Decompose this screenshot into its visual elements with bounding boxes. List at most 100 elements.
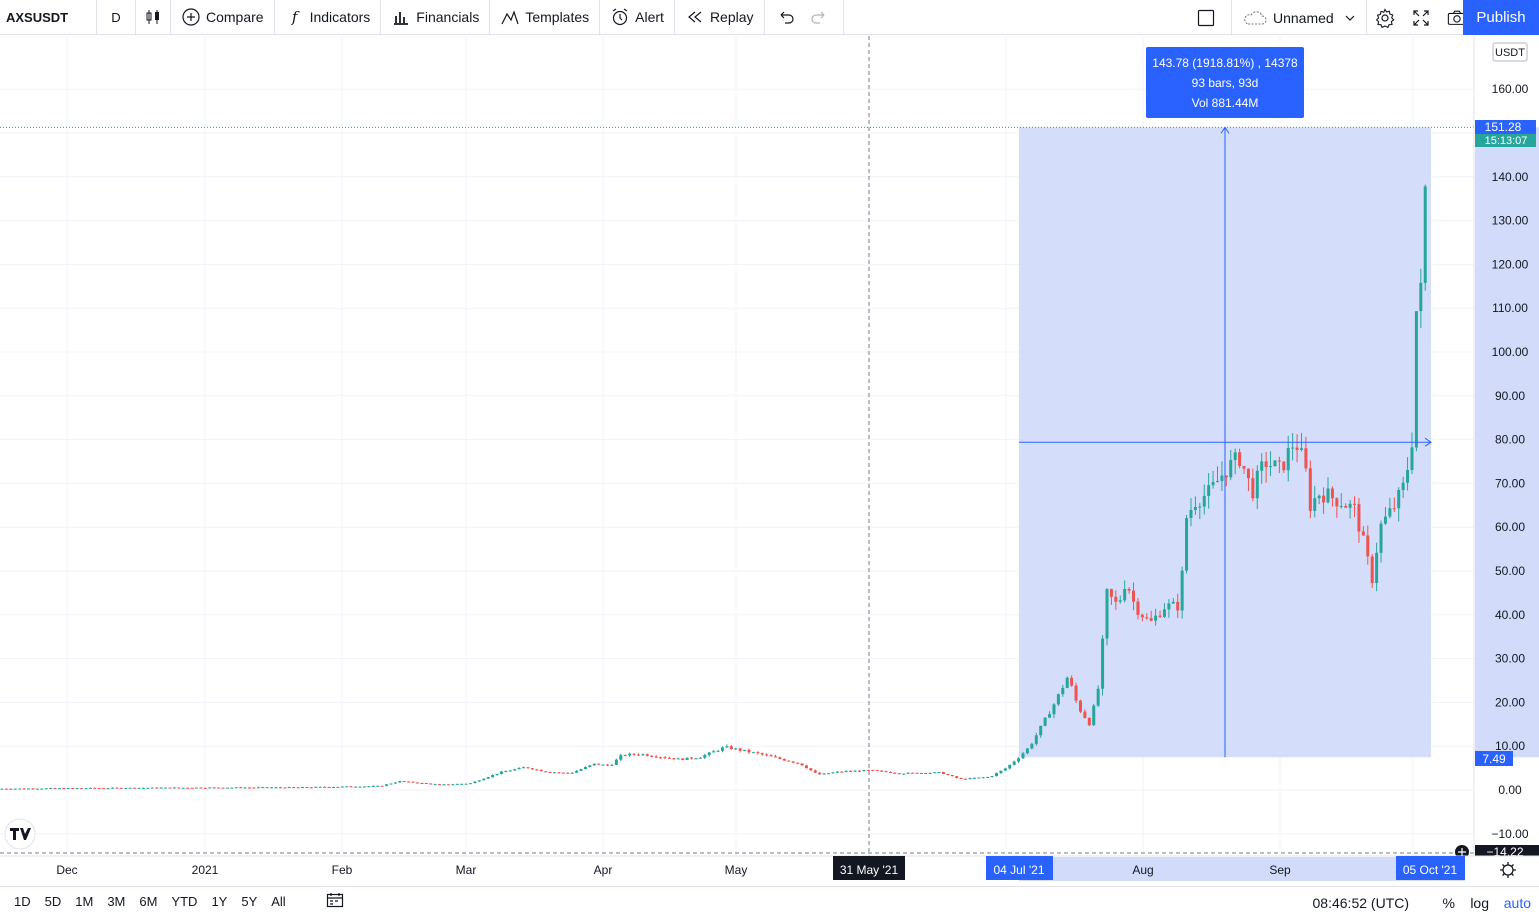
candle-body (1074, 685, 1078, 701)
plus-circle-icon (181, 7, 201, 27)
redo-button[interactable] (808, 0, 843, 35)
fullscreen-toggle-button[interactable] (1186, 0, 1231, 35)
candle-body (911, 772, 915, 774)
divider (1231, 0, 1232, 35)
candle-body (588, 765, 592, 768)
candle-body (712, 751, 716, 753)
candle-body (1101, 638, 1105, 689)
rewind-icon (685, 7, 705, 27)
chart-type-button[interactable] (136, 0, 170, 35)
candle-body (685, 757, 689, 760)
candle-body (1158, 615, 1162, 617)
candle-body (676, 758, 680, 760)
candle-body (1171, 601, 1175, 604)
range-button-5y[interactable]: 5Y (241, 894, 258, 909)
range-button-3m[interactable]: 3M (107, 894, 126, 909)
candle-body (641, 754, 645, 756)
range-button-1d[interactable]: 1D (14, 894, 31, 909)
candle-body (698, 757, 702, 759)
range-button-6m[interactable]: 6M (139, 894, 158, 909)
candle-body (1220, 475, 1224, 482)
time-tick-label: 2021 (192, 863, 219, 877)
candle-body (1251, 478, 1255, 499)
candle-body (1397, 489, 1401, 509)
candle-body (840, 771, 844, 773)
candle-body (592, 763, 596, 766)
candle-body (75, 788, 79, 790)
indicators-button[interactable]: f Indicators (275, 0, 381, 35)
range-button-ytd[interactable]: YTD (171, 894, 198, 909)
candle-body (575, 770, 579, 773)
candle-body (1366, 535, 1370, 557)
candle-body (606, 764, 610, 766)
candle-body (1406, 469, 1410, 483)
candle-body (791, 761, 795, 763)
price-tick-label: 90.00 (1495, 389, 1525, 403)
candle-body (1034, 735, 1038, 744)
candle-body (340, 786, 344, 788)
chart-canvas[interactable]: 160.00 140.00 130.00 120.00 110.00 100.00 90.0… (0, 36, 1539, 886)
candle-body (601, 764, 605, 766)
templates-button[interactable]: Templates (490, 0, 599, 35)
candle-body (1132, 590, 1136, 602)
crosshair-date-label (833, 856, 905, 880)
candle-body (831, 772, 835, 774)
candle-body (208, 787, 212, 789)
candle-body (1065, 677, 1069, 688)
currency-badge[interactable] (1492, 42, 1528, 62)
candle-body (332, 786, 335, 788)
candle-body (990, 776, 994, 778)
auto-scale-toggle[interactable]: auto (1503, 895, 1531, 911)
price-tick-label: 30.00 (1495, 652, 1525, 666)
utc-clock[interactable]: 08:46:52 (UTC) (1312, 895, 1409, 911)
undo-button[interactable] (765, 0, 808, 35)
time-tick-label: Dec (56, 863, 77, 877)
candle-body (654, 756, 658, 758)
financials-button[interactable]: Financials (381, 0, 489, 35)
symbol-search[interactable]: AXSUSDT (6, 9, 69, 25)
fullscreen-button[interactable] (1403, 0, 1439, 35)
settings-button[interactable] (1367, 0, 1403, 35)
candle-body (1193, 506, 1197, 511)
range-button-1m[interactable]: 1M (75, 894, 94, 909)
percent-toggle[interactable]: % (1442, 895, 1455, 911)
compare-button[interactable]: Compare (171, 0, 274, 35)
tradingview-logo[interactable] (4, 818, 36, 850)
range-button-5d[interactable]: 5D (44, 894, 62, 909)
range-button-1y[interactable]: 1Y (211, 894, 228, 909)
candle-body (1282, 461, 1286, 471)
candle-body (1185, 518, 1189, 571)
candle-body (438, 784, 442, 786)
candle-body (362, 786, 366, 788)
layout-menu-button[interactable]: Unnamed (1232, 0, 1366, 35)
candle-body (650, 755, 654, 757)
candle-body (111, 787, 114, 789)
candle-body (491, 775, 495, 778)
candle-body (614, 759, 618, 765)
range-button-all[interactable]: All (271, 894, 286, 909)
candle-body (1039, 725, 1043, 736)
candle-body (950, 774, 954, 777)
measure-low-label (1475, 751, 1513, 766)
candle-body (1180, 570, 1184, 611)
chart-settings-button[interactable] (1500, 862, 1516, 878)
candle-body (530, 768, 534, 770)
candle-body (1105, 589, 1109, 639)
candle-body (1056, 694, 1060, 705)
candle-body (424, 782, 428, 784)
interval-button[interactable]: D (111, 9, 121, 25)
candle-body (513, 769, 517, 771)
candle-body (968, 778, 972, 780)
replay-button[interactable]: Replay (675, 0, 764, 35)
candle-body (1189, 510, 1193, 519)
goto-date-button[interactable] (326, 892, 344, 911)
alert-button[interactable]: Alert (600, 0, 674, 35)
candle-body (1242, 466, 1246, 469)
log-toggle[interactable]: log (1470, 895, 1489, 911)
candle-body (389, 783, 393, 785)
crosshair-date: 31 May '21 (840, 863, 899, 877)
price-tick-label: 0.00 (1498, 783, 1522, 797)
candle-body (919, 772, 923, 774)
candle-body (1375, 552, 1379, 583)
publish-button[interactable]: Publish (1463, 0, 1539, 35)
